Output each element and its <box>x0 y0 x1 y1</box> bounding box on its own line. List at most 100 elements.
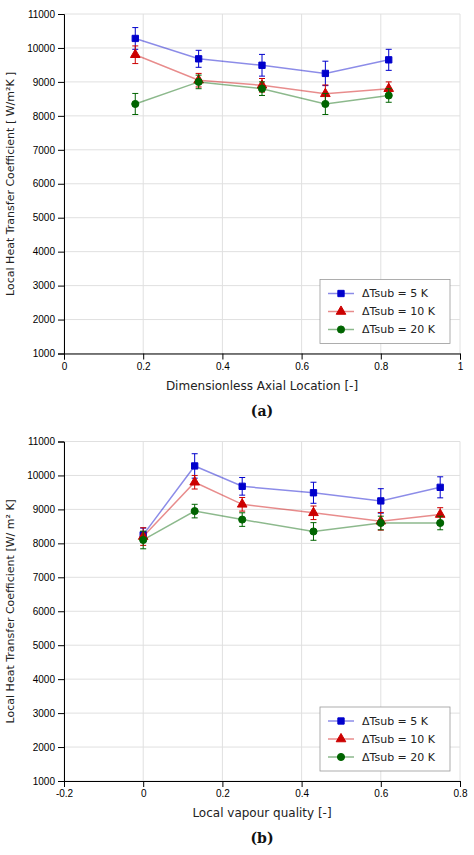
legend-box <box>320 707 450 771</box>
y-tick-label: 4000 <box>33 674 56 685</box>
error-bar <box>310 523 316 541</box>
marker <box>195 78 202 85</box>
y-tick-label: 4000 <box>33 246 56 257</box>
x-axis-line <box>65 782 461 788</box>
grid-line-y <box>64 543 460 544</box>
y-tick-mark <box>58 82 64 83</box>
x-axis-line <box>65 354 461 360</box>
y-tick: 9000 <box>33 504 64 515</box>
x-tick-mark <box>302 781 303 787</box>
y-tick-label: 2000 <box>33 742 56 753</box>
x-tick: 0.4 <box>295 781 309 799</box>
legend-marker <box>337 326 344 333</box>
y-tick: 7000 <box>33 572 64 583</box>
x-tick-label: 0.4 <box>295 788 309 799</box>
x-axis-title: Dimensionless Axial Location [-] <box>166 379 358 393</box>
legend-label: ΔTsub = 5 K <box>362 287 429 300</box>
legend-entry: ΔTsub = 5 K <box>328 715 429 728</box>
y-tick: 2000 <box>33 742 64 753</box>
x-tick-label: 0.6 <box>295 361 309 372</box>
legend-marker <box>338 290 344 296</box>
y-tick: 11000 <box>28 9 64 20</box>
y-tick: 11000 <box>28 436 64 447</box>
x-tick: 0.2 <box>137 354 151 372</box>
y-tick-label: 3000 <box>33 280 56 291</box>
y-tick: 3000 <box>33 280 64 291</box>
x-tick: 1 <box>458 354 464 372</box>
y-tick: 8000 <box>33 111 64 122</box>
y-tick-label: 10000 <box>27 43 55 54</box>
error-bar <box>132 93 138 114</box>
y-tick-label: 1000 <box>33 348 56 359</box>
y-axis-title: Local Heat Transfer Coefficient [ W/m²K … <box>4 72 17 296</box>
error-bar <box>322 93 328 114</box>
y-tick: 4000 <box>33 246 64 257</box>
y-tick-label: 8000 <box>33 111 56 122</box>
y-axis-line <box>58 442 65 782</box>
x-axis-title: Local vapour quality [-] <box>192 806 331 820</box>
y-tick-mark <box>58 645 64 646</box>
grid-line-y <box>64 251 460 252</box>
marker <box>132 100 139 107</box>
y-tick-label: 1000 <box>33 776 56 787</box>
marker <box>190 477 200 485</box>
legend-entry: ΔTsub = 5 K <box>328 287 429 300</box>
grid <box>64 14 460 354</box>
marker <box>259 62 265 68</box>
y-tick: 5000 <box>33 640 64 651</box>
error-bar <box>192 504 198 518</box>
x-tick-label: 0.2 <box>137 361 151 372</box>
panel-title: (b) <box>250 830 273 846</box>
y-tick-mark <box>58 611 64 612</box>
x-tick-mark <box>222 354 223 360</box>
series-line <box>135 82 388 104</box>
grid-line-y <box>64 577 460 578</box>
marker <box>191 508 198 515</box>
legend-marker <box>336 306 346 314</box>
y-tick-label: 6000 <box>33 606 56 617</box>
grid-line-y <box>64 611 460 612</box>
x-tick: 0 <box>62 354 68 372</box>
y-tick-mark <box>58 475 64 476</box>
error-bar <box>259 54 265 76</box>
y-tick: 10000 <box>27 43 64 54</box>
legend-label: ΔTsub = 10 K <box>362 305 436 318</box>
marker <box>386 57 392 63</box>
error-bar <box>239 477 245 495</box>
y-tick: 2000 <box>33 314 64 325</box>
legend-box <box>320 280 450 344</box>
marker <box>258 85 265 92</box>
x-tick-mark <box>302 354 303 360</box>
legend-marker <box>338 718 344 724</box>
x-tick-mark <box>381 354 382 360</box>
legend-label: ΔTsub = 10 K <box>362 733 436 746</box>
series <box>132 75 393 114</box>
x-tick-label: 0.8 <box>374 361 388 372</box>
x-tick-label: 0 <box>62 361 68 372</box>
y-axis: 1000200030004000500060007000800090001000… <box>27 436 64 787</box>
y-tick-label: 6000 <box>33 178 56 189</box>
error-bar <box>378 489 384 513</box>
y-tick-mark <box>58 509 64 510</box>
grid-line-y <box>64 115 460 116</box>
y-tick: 5000 <box>33 212 64 223</box>
marker <box>309 507 319 515</box>
y-tick-mark <box>58 48 64 49</box>
y-tick-mark <box>58 679 64 680</box>
x-tick: 0.6 <box>295 354 309 372</box>
grid <box>64 442 460 782</box>
x-tick-label: 0.6 <box>374 788 388 799</box>
series <box>138 475 445 545</box>
figure: 00.20.40.60.8110002000300040005000600070… <box>0 0 474 855</box>
marker <box>378 498 384 504</box>
y-tick-mark <box>58 252 64 253</box>
marker <box>192 463 198 469</box>
series <box>132 28 392 86</box>
y-tick: 8000 <box>33 538 64 549</box>
x-tick-mark <box>460 354 461 360</box>
y-tick-mark <box>58 577 64 578</box>
marker <box>195 56 201 62</box>
y-tick-label: 2000 <box>33 314 56 325</box>
y-tick: 6000 <box>33 606 64 617</box>
x-tick-label: -0.2 <box>56 788 74 799</box>
